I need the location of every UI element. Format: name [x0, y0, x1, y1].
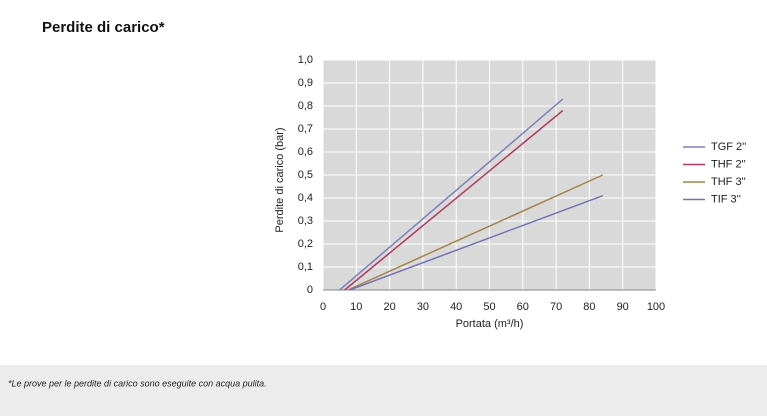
- y-tick-label: 0,7: [298, 123, 313, 135]
- x-tick-label: 30: [417, 301, 429, 313]
- series-line: [339, 98, 564, 291]
- legend-label: TGF 2'': [711, 141, 746, 153]
- legend-label: TIF 3'': [711, 193, 741, 205]
- x-tick-label: 100: [647, 301, 665, 313]
- x-tick-label: 70: [550, 301, 562, 313]
- y-axis-label: Perdite di carico (bar): [274, 127, 286, 232]
- x-tick-label: 80: [583, 301, 595, 313]
- y-tick-label: 0,2: [298, 238, 313, 250]
- footer-band: [0, 365, 767, 416]
- x-tick-label: 50: [483, 301, 495, 313]
- y-tick-label: 0,1: [298, 261, 313, 273]
- x-tick-label: 10: [350, 301, 362, 313]
- x-tick-label: 90: [617, 301, 629, 313]
- legend-label: THF 2'': [711, 158, 746, 170]
- y-tick-label: 0,9: [298, 77, 313, 89]
- x-tick-label: 40: [450, 301, 462, 313]
- y-tick-label: 0,8: [298, 100, 313, 112]
- y-tick-label: 0,3: [298, 215, 313, 227]
- legend-label: THF 3'': [711, 176, 746, 188]
- x-tick-label: 0: [320, 301, 326, 313]
- y-tick-label: 0,6: [298, 146, 313, 158]
- y-tick-label: 0,5: [298, 169, 313, 181]
- x-tick-label: 60: [517, 301, 529, 313]
- series-line: [349, 194, 603, 291]
- series-line: [347, 174, 604, 291]
- x-tick-label: 20: [383, 301, 395, 313]
- y-tick-label: 0,4: [298, 192, 313, 204]
- series-line: [344, 110, 564, 291]
- y-tick-label: 0: [307, 284, 313, 296]
- footnote: *Le prove per le perdite di carico sono …: [8, 378, 267, 388]
- x-axis-label: Portata (m³/h): [456, 318, 524, 330]
- y-tick-label: 1,0: [298, 54, 313, 66]
- page-title: Perdite di carico*: [42, 19, 165, 36]
